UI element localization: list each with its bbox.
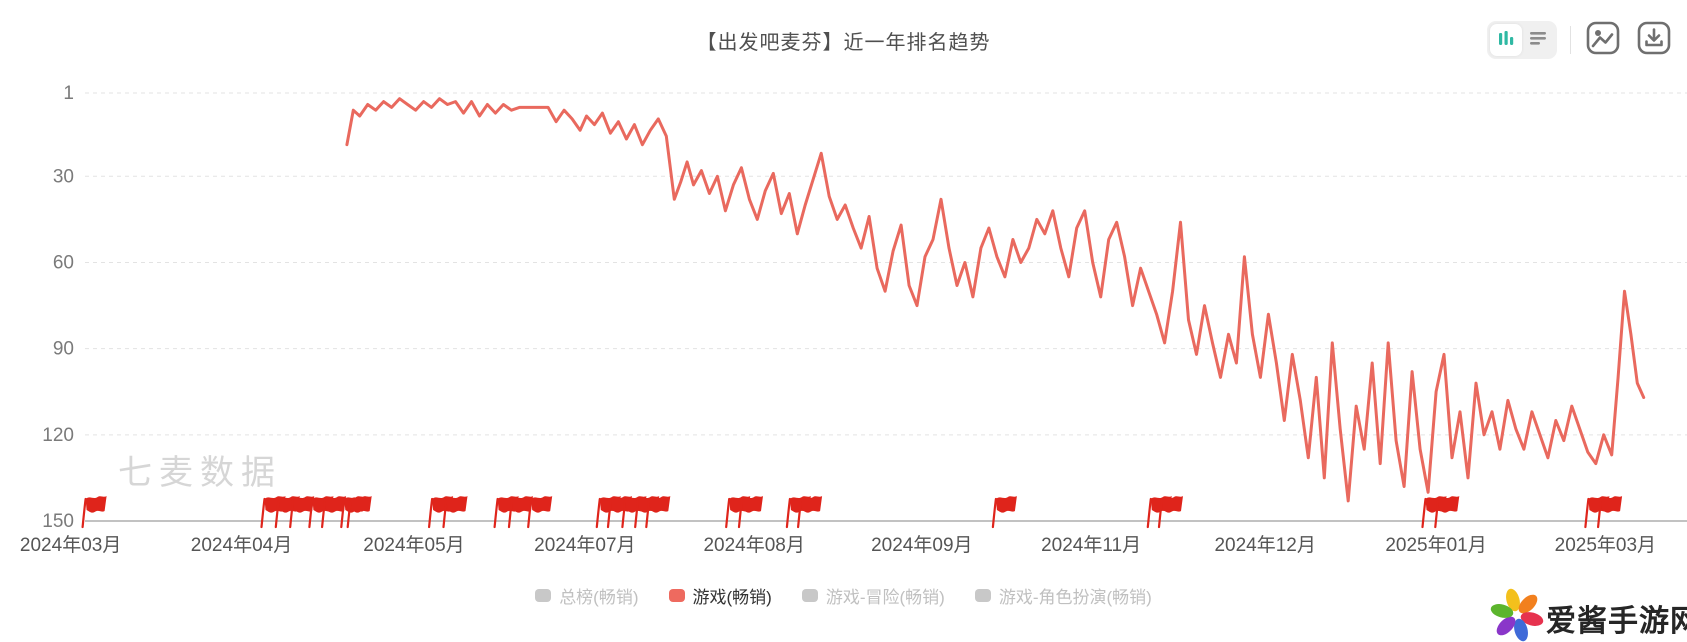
pinwheel-petal bbox=[1520, 612, 1544, 626]
y-axis-tick-label: 120 bbox=[42, 425, 74, 446]
download-button[interactable] bbox=[1635, 21, 1673, 59]
legend-item-游戏-角色扮演(畅销)[interactable]: 游戏-角色扮演(畅销) bbox=[974, 583, 1152, 608]
pinwheel-logo-icon bbox=[1488, 588, 1546, 642]
x-axis-tick-label: 2024年07月 bbox=[534, 534, 635, 556]
event-flag[interactable] bbox=[507, 496, 533, 529]
y-axis-tick-label: 60 bbox=[53, 252, 74, 273]
trend-bars-icon bbox=[1497, 29, 1515, 52]
legend-label: 游戏(畅销) bbox=[692, 588, 772, 607]
y-axis-tick-label: 90 bbox=[53, 339, 74, 360]
y-axis-tick-label: 30 bbox=[53, 166, 74, 187]
ranking-line-游戏(畅销) bbox=[345, 97, 1646, 503]
chart-type-toggle bbox=[1487, 21, 1557, 59]
x-axis-tick-label: 2025年01月 bbox=[1385, 534, 1486, 556]
event-flag[interactable] bbox=[289, 496, 315, 529]
event-flag[interactable] bbox=[1596, 496, 1623, 529]
legend-item-游戏-冒险(畅销)[interactable]: 游戏-冒险(畅销) bbox=[801, 583, 945, 608]
legend-item-总榜(畅销)[interactable]: 总榜(畅销) bbox=[535, 583, 639, 608]
site-logo: 爱酱手游网 bbox=[1488, 588, 1687, 642]
x-axis-tick-label: 2024年09月 bbox=[871, 534, 972, 556]
chart-type-list-button[interactable] bbox=[1522, 24, 1554, 56]
list-icon bbox=[1529, 29, 1547, 52]
x-axis-tick-label: 2024年04月 bbox=[191, 534, 292, 556]
legend-label: 游戏-角色扮演(畅销) bbox=[998, 588, 1152, 607]
legend-marker bbox=[974, 589, 991, 602]
event-flag[interactable] bbox=[737, 496, 763, 529]
chart-type-trend-button[interactable] bbox=[1490, 24, 1522, 56]
watermark: 七麦数据 bbox=[118, 454, 282, 492]
event-flag[interactable] bbox=[1434, 496, 1460, 529]
event-flag[interactable] bbox=[321, 496, 347, 529]
x-axis-tick-label: 2024年05月 bbox=[363, 534, 464, 556]
pinwheel-petal bbox=[1518, 594, 1538, 614]
event-flag[interactable] bbox=[81, 496, 107, 529]
event-flag[interactable] bbox=[527, 496, 553, 529]
pinwheel-petal bbox=[1496, 616, 1516, 636]
chart-toolbar bbox=[1487, 21, 1673, 59]
event-flag[interactable] bbox=[645, 496, 671, 529]
legend-marker bbox=[801, 589, 818, 602]
event-flag[interactable] bbox=[796, 496, 823, 529]
chart-legend: 总榜(畅销) 游戏(畅销) 游戏-冒险(畅销) 游戏-角色扮演(畅销) bbox=[0, 583, 1687, 608]
x-axis-tick-label: 2025年03月 bbox=[1555, 534, 1656, 556]
y-axis-tick-label: 1 bbox=[63, 83, 74, 104]
pinwheel-petal bbox=[1506, 588, 1520, 612]
y-axis-tick-label: 150 bbox=[42, 511, 74, 532]
legend-marker bbox=[668, 589, 685, 602]
legend-label: 游戏-冒险(畅销) bbox=[825, 588, 945, 607]
download-icon bbox=[1635, 19, 1673, 62]
legend-item-游戏(畅销)[interactable]: 游戏(畅销) bbox=[668, 583, 772, 608]
x-axis-tick-label: 2024年12月 bbox=[1214, 534, 1315, 556]
legend-label: 总榜(畅销) bbox=[559, 588, 639, 607]
event-flag[interactable] bbox=[442, 496, 468, 529]
event-flag[interactable] bbox=[346, 496, 372, 529]
chart-title: 【出发吧麦芬】近一年排名趋势 bbox=[696, 32, 991, 54]
toolbar-divider bbox=[1570, 26, 1571, 54]
x-axis-tick-label: 2024年03月 bbox=[20, 534, 121, 556]
x-axis-tick-label: 2024年11月 bbox=[1041, 534, 1141, 556]
x-axis-tick-label: 2024年08月 bbox=[703, 534, 804, 556]
pinwheel-petal bbox=[1490, 604, 1514, 618]
pinwheel-petal bbox=[1514, 618, 1528, 642]
site-logo-text: 爱酱手游网 bbox=[1546, 604, 1687, 638]
legend-marker bbox=[535, 589, 552, 602]
export-image-button[interactable] bbox=[1584, 21, 1622, 59]
image-icon bbox=[1584, 19, 1622, 62]
event-flag[interactable] bbox=[991, 496, 1017, 529]
event-flag[interactable] bbox=[1157, 496, 1183, 529]
